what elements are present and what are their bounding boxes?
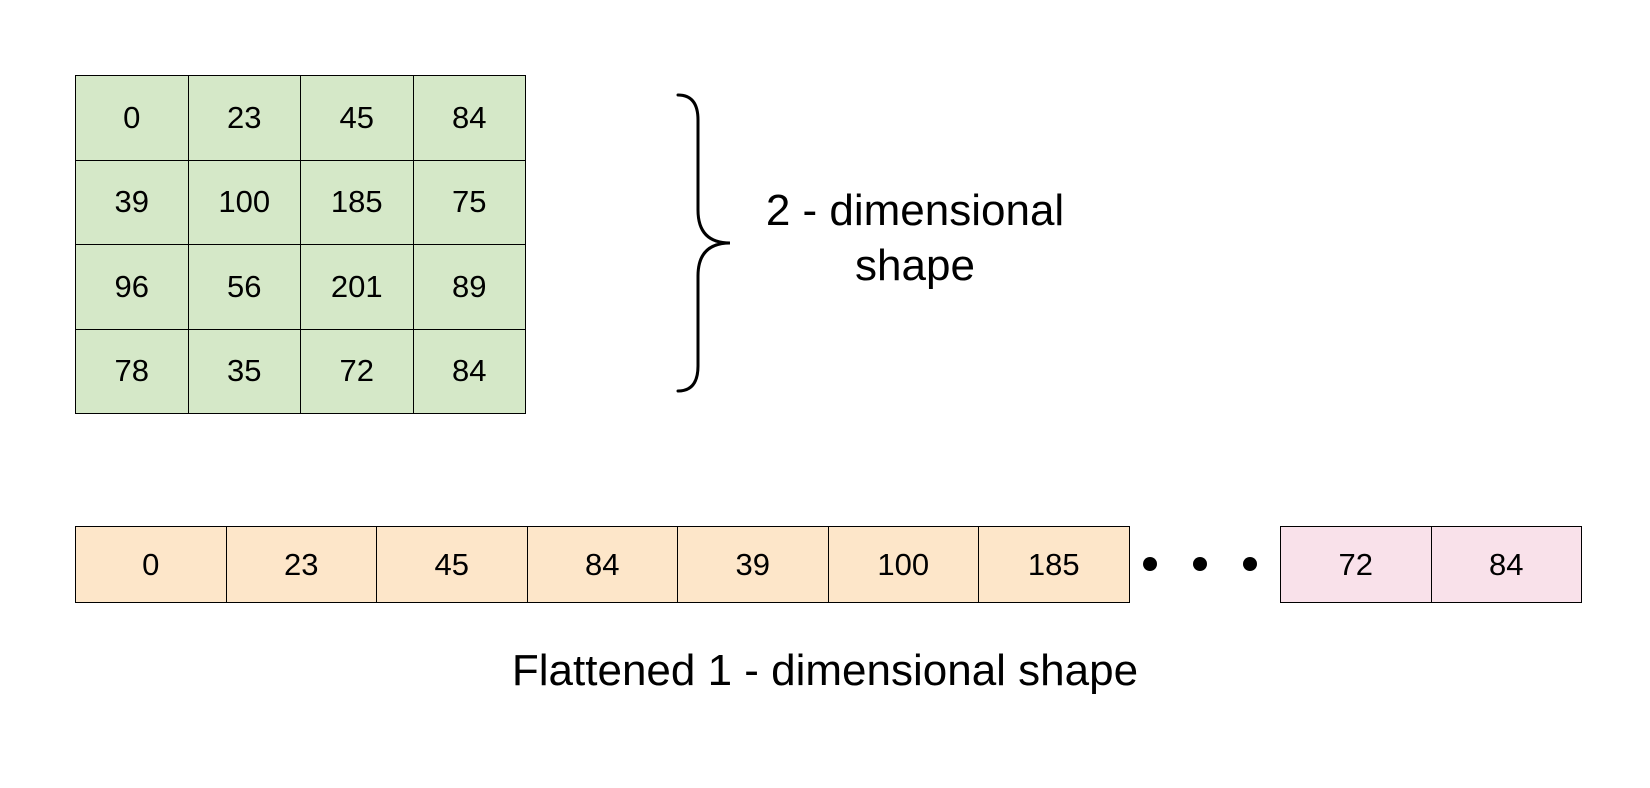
flattened-cell: 72 [1281,527,1432,603]
matrix-cell: 84 [413,329,526,414]
flattened-array-head: 0 23 45 84 39 100 185 [75,526,1130,603]
flattened-cell: 185 [979,527,1130,603]
matrix-cell: 89 [413,245,526,330]
flattened-cell: 84 [527,527,678,603]
ellipsis-icon [1130,553,1270,573]
matrix-cell: 72 [301,329,414,414]
flattened-label: Flattened 1 - dimensional shape [511,646,1139,695]
flattened-array-tail: 72 84 [1280,526,1582,603]
two-dimensional-label-line1: 2 - dimensional [765,186,1065,235]
matrix-cell: 96 [76,245,189,330]
flattened-cell: 45 [377,527,528,603]
matrix-cell: 201 [301,245,414,330]
matrix-cell: 23 [188,76,301,161]
flattened-cell: 84 [1431,527,1582,603]
flattened-cell: 39 [678,527,829,603]
flattened-cell: 23 [226,527,377,603]
flattened-cell: 0 [76,527,227,603]
curly-brace-icon [676,93,730,393]
matrix-cell: 84 [413,76,526,161]
matrix-cell: 56 [188,245,301,330]
ellipsis-dot [1143,557,1157,571]
matrix-cell: 75 [413,160,526,245]
two-dimensional-matrix: 0 23 45 84 39 100 185 75 96 56 201 89 78… [75,75,526,414]
flattened-cell: 100 [828,527,979,603]
matrix-cell: 35 [188,329,301,414]
two-dimensional-label: 2 - dimensional shape [740,183,1090,293]
matrix-cell: 185 [301,160,414,245]
matrix-cell: 39 [76,160,189,245]
ellipsis-dot [1193,557,1207,571]
matrix-cell: 78 [76,329,189,414]
matrix-cell: 100 [188,160,301,245]
matrix-cell: 0 [76,76,189,161]
ellipsis-dot [1243,557,1257,571]
matrix-cell: 45 [301,76,414,161]
two-dimensional-label-line2: shape [855,241,975,290]
